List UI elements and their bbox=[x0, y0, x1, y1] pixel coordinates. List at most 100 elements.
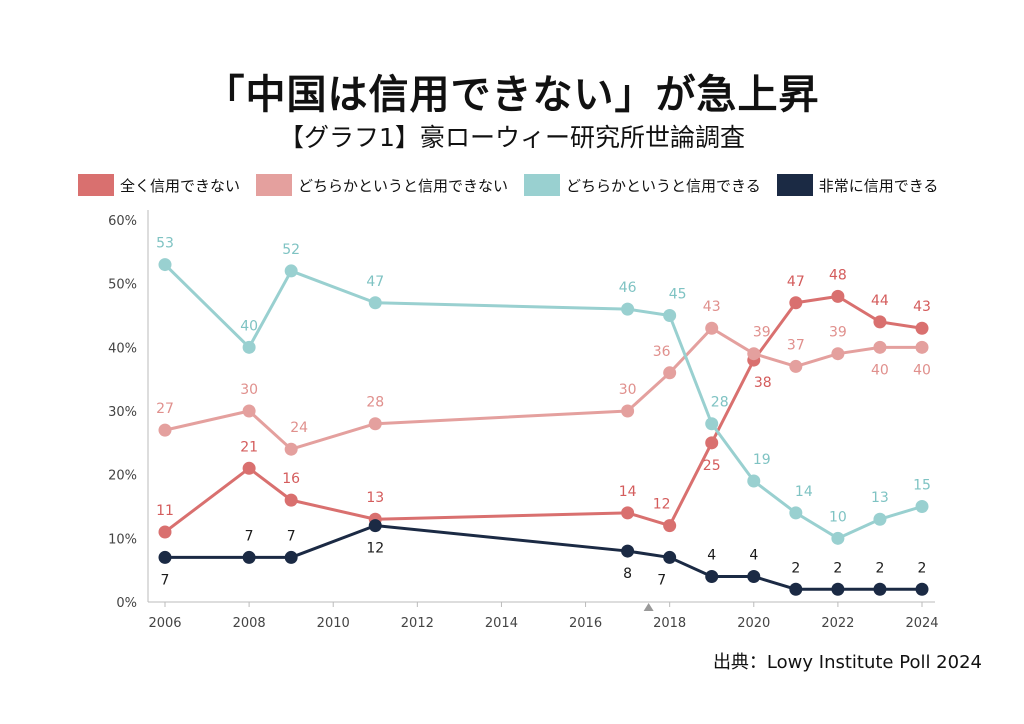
legend-swatch bbox=[776, 174, 813, 196]
series-line bbox=[165, 524, 922, 591]
data-point bbox=[789, 296, 803, 310]
data-point bbox=[663, 550, 677, 564]
data-label: 27 bbox=[156, 401, 174, 417]
data-point bbox=[831, 531, 845, 545]
x-tick-label: 2016 bbox=[569, 616, 602, 631]
data-label: 53 bbox=[156, 236, 174, 252]
legend-swatch bbox=[78, 174, 114, 196]
data-label: 25 bbox=[703, 458, 721, 474]
data-label: 12 bbox=[653, 497, 671, 513]
data-label: 43 bbox=[703, 299, 721, 315]
data-point bbox=[368, 417, 382, 431]
data-point bbox=[747, 570, 761, 584]
data-label: 13 bbox=[366, 490, 384, 506]
data-point bbox=[621, 302, 635, 316]
data-point bbox=[831, 289, 845, 303]
x-tick-label: 2008 bbox=[233, 616, 266, 631]
data-label: 43 bbox=[913, 299, 931, 315]
data-point bbox=[915, 582, 929, 596]
data-point bbox=[789, 359, 803, 373]
data-label: 38 bbox=[754, 375, 772, 391]
data-label: 52 bbox=[282, 242, 300, 258]
series-line bbox=[164, 294, 923, 534]
data-point bbox=[158, 258, 172, 272]
data-label: 28 bbox=[366, 395, 384, 411]
data-point bbox=[705, 321, 719, 335]
legend-label: 全く信用できない bbox=[120, 176, 241, 195]
legend-item: 非常に信用できる bbox=[776, 174, 939, 196]
series-line bbox=[163, 263, 923, 540]
data-label: 47 bbox=[787, 274, 805, 290]
data-point bbox=[915, 321, 929, 335]
data-point bbox=[368, 519, 382, 533]
data-point bbox=[242, 461, 256, 475]
data-point bbox=[284, 264, 298, 278]
data-point bbox=[873, 315, 887, 329]
x-tick-label: 2012 bbox=[401, 616, 434, 631]
data-point bbox=[663, 309, 677, 322]
data-label: 39 bbox=[753, 325, 771, 341]
x-tick-label: 2006 bbox=[148, 616, 181, 631]
data-label: 4 bbox=[707, 548, 716, 564]
data-label: 48 bbox=[829, 267, 847, 283]
data-point bbox=[242, 404, 256, 418]
data-label: 30 bbox=[619, 382, 637, 398]
data-label: 16 bbox=[282, 471, 300, 487]
x-tick-label: 2020 bbox=[737, 616, 770, 631]
data-point bbox=[873, 340, 887, 354]
data-point bbox=[873, 512, 887, 526]
data-point bbox=[663, 519, 677, 533]
chart-subtitle: 【グラフ1】豪ローウィー研究所世論調査 bbox=[279, 123, 745, 152]
data-label: 39 bbox=[829, 325, 847, 341]
data-label: 28 bbox=[711, 395, 729, 411]
data-point bbox=[621, 544, 635, 558]
y-tick-label: 10% bbox=[108, 532, 137, 547]
data-label: 45 bbox=[669, 287, 687, 303]
x-tick-label: 2024 bbox=[905, 616, 938, 631]
legend-item: 全く信用できない bbox=[78, 174, 240, 196]
legend-item: どちらかというと信用できない bbox=[256, 174, 508, 196]
data-label: 12 bbox=[366, 541, 384, 557]
y-tick-label: 40% bbox=[108, 341, 137, 356]
data-point bbox=[789, 506, 803, 520]
y-tick-label: 60% bbox=[108, 214, 137, 229]
data-label: 24 bbox=[290, 420, 308, 436]
legend: 全く信用できない どちらかというと信用できない どちらかというと信用できる 非常… bbox=[78, 172, 954, 198]
x-tick-label: 2014 bbox=[485, 616, 518, 631]
data-point bbox=[915, 500, 929, 513]
data-point bbox=[284, 550, 298, 564]
data-label: 7 bbox=[287, 528, 296, 544]
x-tick-label: 2010 bbox=[317, 616, 350, 631]
data-label: 2 bbox=[791, 560, 800, 576]
data-point bbox=[915, 340, 929, 354]
data-point bbox=[284, 442, 298, 456]
data-point bbox=[242, 550, 256, 564]
data-label: 40 bbox=[240, 318, 258, 334]
legend-label: 非常に信用できる bbox=[818, 176, 939, 195]
data-point bbox=[158, 423, 172, 437]
data-point bbox=[284, 493, 298, 507]
y-tick-label: 0% bbox=[116, 596, 137, 611]
data-label: 44 bbox=[871, 293, 889, 309]
data-label: 2 bbox=[833, 560, 842, 576]
x-tick-label: 2022 bbox=[821, 616, 854, 631]
legend-label: どちらかというと信用できる bbox=[566, 176, 761, 195]
data-label: 21 bbox=[240, 439, 258, 455]
data-label: 13 bbox=[871, 490, 889, 506]
data-point bbox=[831, 347, 845, 361]
data-point bbox=[789, 582, 803, 596]
data-point bbox=[663, 366, 677, 380]
data-point bbox=[621, 506, 635, 520]
legend-item: どちらかというと信用できる bbox=[524, 174, 761, 196]
data-point bbox=[831, 582, 845, 596]
data-label: 30 bbox=[240, 382, 258, 398]
y-tick-label: 30% bbox=[108, 405, 137, 420]
y-tick-label: 50% bbox=[108, 278, 137, 293]
data-label: 7 bbox=[657, 572, 666, 588]
data-label: 37 bbox=[787, 337, 805, 353]
data-point bbox=[747, 347, 761, 361]
data-label: 4 bbox=[749, 548, 758, 564]
data-point bbox=[747, 474, 761, 488]
legend-swatch bbox=[256, 174, 293, 196]
